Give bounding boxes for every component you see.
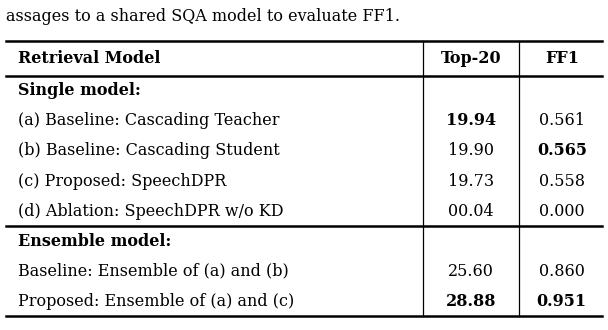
Text: 0.558: 0.558 [539,173,585,189]
Text: (a) Baseline: Cascading Teacher: (a) Baseline: Cascading Teacher [18,113,280,129]
Text: 0.951: 0.951 [537,293,587,310]
Text: (b) Baseline: Cascading Student: (b) Baseline: Cascading Student [18,143,280,159]
Text: 00.04: 00.04 [448,203,494,219]
Text: FF1: FF1 [545,50,579,67]
Text: 28.88: 28.88 [446,293,497,310]
Text: Proposed: Ensemble of (a) and (c): Proposed: Ensemble of (a) and (c) [18,293,294,310]
Text: 19.73: 19.73 [448,173,494,189]
Text: 0.000: 0.000 [539,203,585,219]
Text: Ensemble model:: Ensemble model: [18,233,171,249]
Text: Baseline: Ensemble of (a) and (b): Baseline: Ensemble of (a) and (b) [18,263,289,280]
Text: 25.60: 25.60 [448,263,494,280]
Text: (c) Proposed: SpeechDPR: (c) Proposed: SpeechDPR [18,173,227,189]
Text: 0.860: 0.860 [539,263,585,280]
Text: 19.94: 19.94 [446,113,496,129]
Text: Retrieval Model: Retrieval Model [18,50,161,67]
Text: 0.565: 0.565 [537,143,587,159]
Text: 19.90: 19.90 [448,143,494,159]
Text: Single model:: Single model: [18,82,141,99]
Text: assages to a shared SQA model to evaluate FF1.: assages to a shared SQA model to evaluat… [6,8,400,25]
Text: Top-20: Top-20 [441,50,502,67]
Text: (d) Ablation: SpeechDPR w/o KD: (d) Ablation: SpeechDPR w/o KD [18,203,284,219]
Text: 0.561: 0.561 [539,113,585,129]
